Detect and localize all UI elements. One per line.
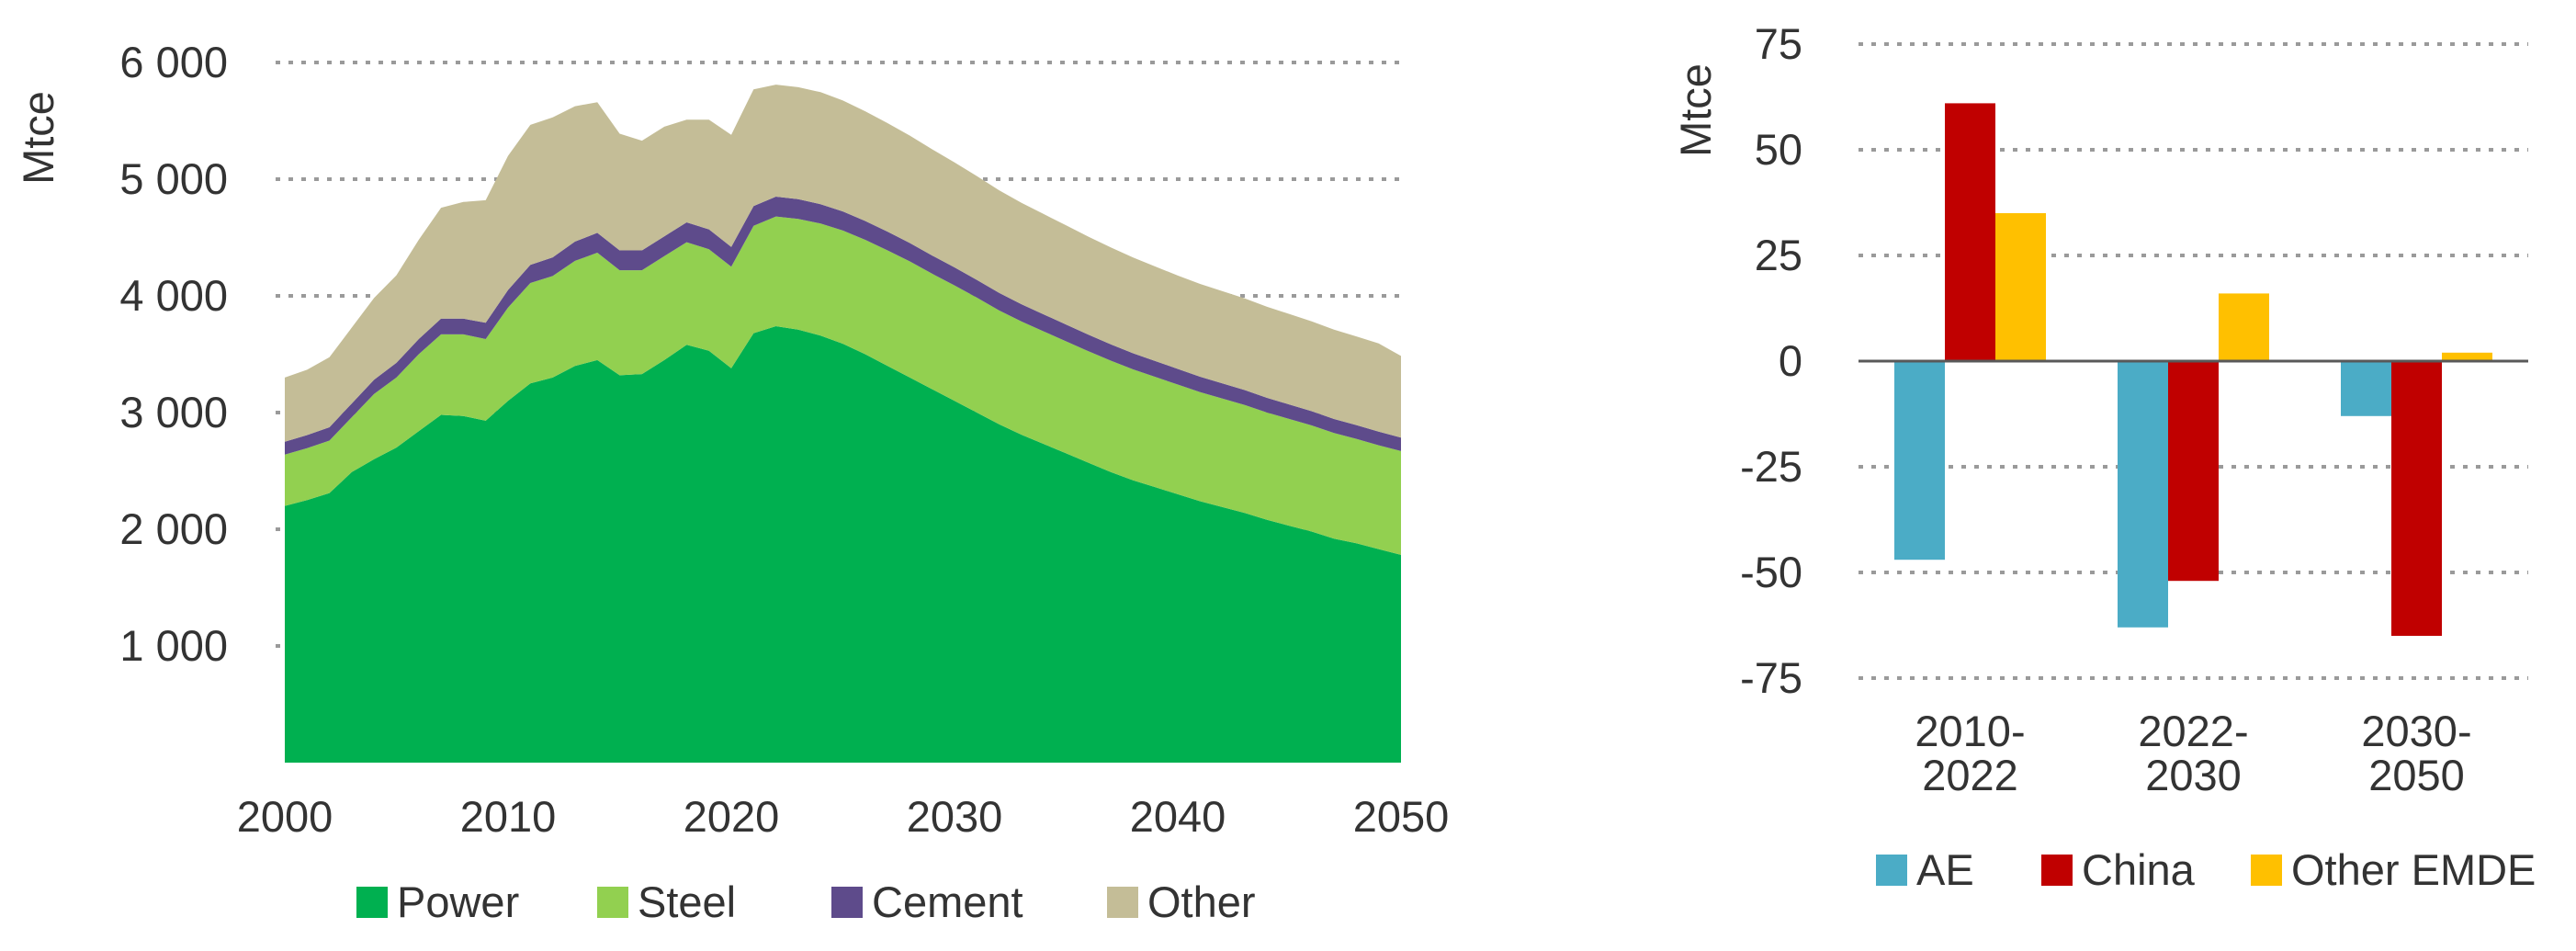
- bar-x-tick-label: 2010-: [1915, 707, 2025, 755]
- bar-other_emde: [1995, 213, 2046, 361]
- bar-x-tick-label: 2030-: [2361, 707, 2471, 755]
- area-y-tick-label: 5 000: [119, 154, 228, 203]
- bar-chart: -75 -50 -25 0 25 50 75 2010-2022 2022-2030 2030-…: [1671, 19, 2536, 894]
- area-y-axis-title: Mtce: [14, 91, 62, 185]
- area-series-cement: [285, 197, 1401, 455]
- legend-label-steel: Steel: [638, 877, 736, 926]
- bar-ae: [2118, 361, 2168, 628]
- bar-y-tick-label: -50: [1740, 548, 1802, 596]
- area-x-tick-label: 2000: [237, 792, 333, 841]
- area-x-tick-label: 2030: [907, 792, 1003, 841]
- bar-y-tick-label: 25: [1755, 231, 1802, 279]
- bar-china: [1945, 103, 1995, 362]
- bar-y-tick-label: 0: [1779, 336, 1802, 385]
- legend-label-cement: Cement: [872, 877, 1023, 926]
- legend-label-power: Power: [397, 877, 519, 926]
- legend-swatch-china: [2041, 855, 2073, 886]
- area-y-tick-label: 2 000: [119, 504, 228, 553]
- bar-y-axis-title: Mtce: [1671, 63, 1720, 157]
- legend-label-ae: AE: [1916, 845, 1974, 894]
- bar-y-tick-label: -75: [1740, 653, 1802, 702]
- bar-y-tick-label: 75: [1755, 19, 1802, 68]
- bar-y-tick-label: 50: [1755, 125, 1802, 174]
- legend-swatch-power: [356, 887, 388, 918]
- area-legend: Power Steel Cement Other: [356, 877, 1256, 926]
- bar-y-tick-label: -25: [1740, 442, 1802, 491]
- area-y-tick-label: 3 000: [119, 388, 228, 436]
- area-y-tick-labels: 1 000 2 000 3 000 4 000 5 000 6 000: [119, 38, 228, 670]
- bar-x-tick-label: 2022-: [2138, 707, 2248, 755]
- bar-x-tick-labels: 2010-2022 2022-2030 2030-2050: [1915, 707, 2471, 799]
- bar-china: [2391, 361, 2442, 636]
- bar-other_emde: [2442, 352, 2492, 361]
- bar-x-tick-label: 2030: [2145, 751, 2242, 799]
- area-x-tick-label: 2020: [684, 792, 780, 841]
- area-y-tick-label: 1 000: [119, 621, 228, 670]
- bar-x-tick-label: 2050: [2368, 751, 2465, 799]
- legend-swatch-steel: [597, 887, 628, 918]
- area-y-tick-label: 6 000: [119, 38, 228, 86]
- bar-x-tick-label: 2022: [1922, 751, 2018, 799]
- area-x-tick-label: 2010: [460, 792, 557, 841]
- area-series-steel: [285, 216, 1401, 555]
- area-x-tick-label: 2040: [1130, 792, 1226, 841]
- area-series: [285, 85, 1401, 763]
- area-series-power: [285, 326, 1401, 763]
- legend-swatch-cement: [831, 887, 863, 918]
- bar-series: [1894, 103, 2492, 636]
- legend-label-other: Other: [1147, 877, 1256, 926]
- legend-swatch-ae: [1876, 855, 1907, 886]
- legend-swatch-other_emde: [2251, 855, 2282, 886]
- area-x-tick-label: 2050: [1353, 792, 1450, 841]
- area-x-tick-labels: 2000 2010 2020 2030 2040 2050: [237, 792, 1450, 841]
- legend-label-china: China: [2082, 845, 2196, 894]
- bar-china: [2168, 361, 2219, 582]
- bar-ae: [2341, 361, 2391, 416]
- bar-other_emde: [2219, 293, 2269, 361]
- bar-legend: AE China Other EMDE: [1876, 845, 2536, 894]
- area-series-other: [285, 85, 1401, 442]
- legend-label-other_emde: Other EMDE: [2291, 845, 2536, 894]
- area-y-tick-label: 4 000: [119, 271, 228, 320]
- bar-ae: [1894, 361, 1945, 560]
- bar-y-tick-labels: -75 -50 -25 0 25 50 75: [1740, 19, 1802, 702]
- legend-swatch-other: [1107, 887, 1138, 918]
